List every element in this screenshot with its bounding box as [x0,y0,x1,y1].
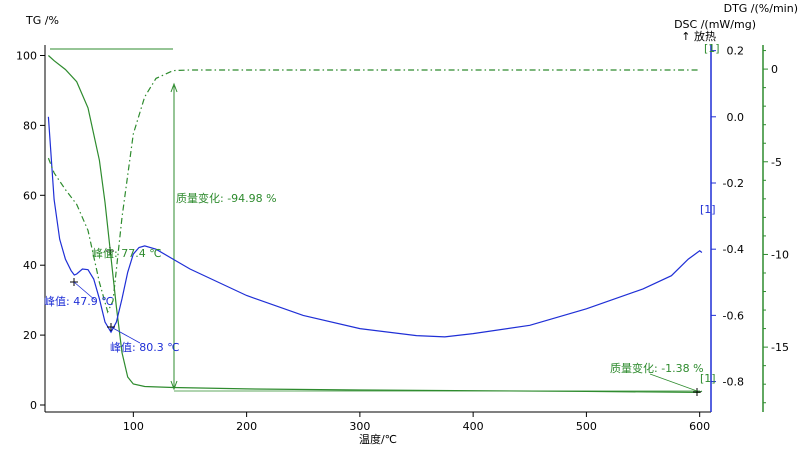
marker-label-tg-end: [1] [700,372,716,385]
dsc-exo-annotation: ↑ 放热 [681,29,716,43]
dsc-series-line [47,116,703,338]
peak-label-dsc-2: 峰值: 80.3 ℃ [110,341,180,354]
dtg-series-line [47,69,700,314]
tg-tick-label-20: 20 [23,329,37,342]
end-marker [693,388,701,396]
dtg-axis-label: DTG /(%/min) [724,2,798,15]
tg-tick-label-100: 100 [16,49,37,62]
x-axis-ticks: 100 200 300 400 500 600 [123,412,710,433]
peak-marker-dtg [106,247,114,255]
dtg-tick-label--5: -5 [771,156,782,169]
dsc-tick-label--0.4: -0.4 [723,243,744,256]
leader-dsc-2 [110,326,141,344]
x-tick-label-500: 500 [576,420,597,433]
x-tick-label-600: 600 [689,420,710,433]
series-layer [47,55,703,394]
leader-mass-2 [649,373,698,392]
tg-tick-label-80: 80 [23,119,37,132]
x-tick-label-400: 400 [463,420,484,433]
x-tick-label-300: 300 [349,420,370,433]
dtg-tick-label--15: -15 [771,341,789,354]
dsc-axis-ticks: -0.8 -0.6 -0.4 -0.2 0.0 0.2 [711,45,744,389]
dsc-tick-label--0.6: -0.6 [723,309,744,322]
marker-label-dsc-end: [1] [700,203,716,216]
tg-axis-label: TG /% [25,14,59,27]
dsc-tick-label-0.2: 0.2 [727,45,745,58]
tg-series-line [47,55,703,394]
dtg-tick-label--10: -10 [771,248,789,261]
dsc-tick-label-0.0: 0.0 [727,111,745,124]
dsc-axis-label: DSC /(mW/mg) [674,18,756,31]
dsc-tick-label--0.8: -0.8 [723,376,744,389]
peak-label-dsc-1: 峰值: 47.9 ℃ [44,295,114,308]
mass-change-label-2: 质量变化: -1.38 % [610,361,704,375]
mass-change-arrow [170,82,178,391]
tg-tick-label-40: 40 [23,259,37,272]
x-axis-label: 温度/℃ [359,432,397,446]
tg-tick-label-0: 0 [30,399,37,412]
leader-dsc-1 [73,281,96,301]
tg-axis-ticks: 0 20 40 60 80 100 [16,49,45,412]
dtg-axis-ticks: -15 -10 -5 0 [763,50,789,404]
dsc-tick-label--0.2: -0.2 [723,177,744,190]
x-tick-label-200: 200 [236,420,257,433]
mass-change-label-1: 质量变化: -94.98 % [176,191,277,205]
tg-tick-label-60: 60 [23,189,37,202]
marker-label-dtg-end: [1] [704,42,720,55]
dtg-tick-label-0: 0 [771,63,778,76]
peak-label-dtg: 峰值: 77.4 ℃ [92,247,162,260]
x-tick-label-100: 100 [123,420,144,433]
